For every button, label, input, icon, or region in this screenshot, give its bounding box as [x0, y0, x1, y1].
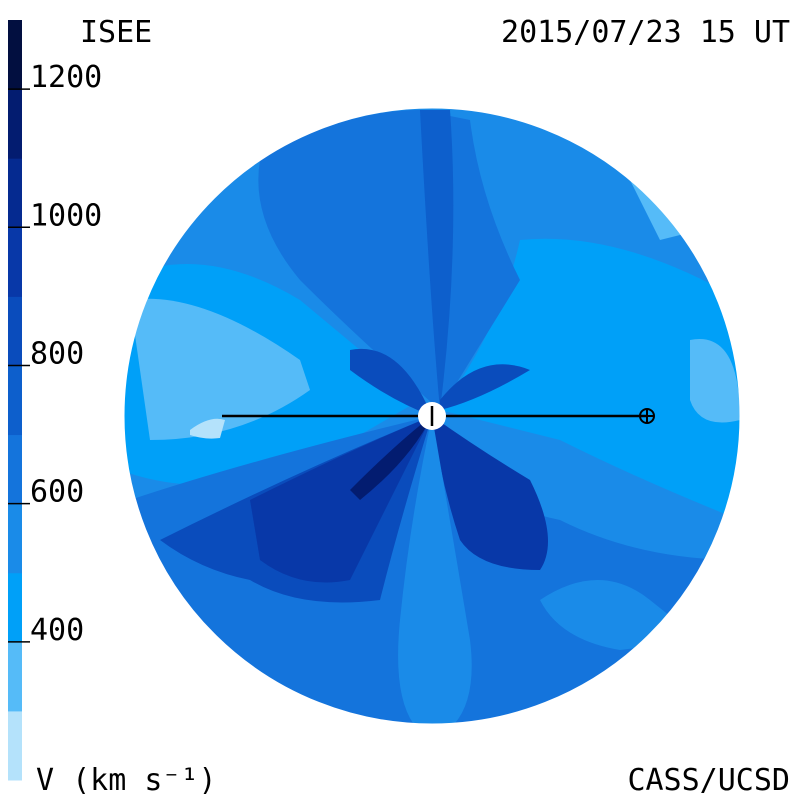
- colorbar-band: [8, 710, 22, 781]
- colorbar-band: [8, 641, 22, 712]
- colorbar-band: [8, 296, 22, 366]
- footer-right: CASS/UCSD: [627, 763, 790, 798]
- colorbar-tick-label: 1200: [30, 60, 102, 95]
- colorbar-band: [8, 572, 22, 643]
- colorbar-band: [8, 365, 22, 436]
- colorbar-band: [8, 503, 22, 574]
- header-left: ISEE: [80, 15, 152, 50]
- disk-edge: [123, 107, 741, 725]
- colorbar-tick-label: 400: [30, 613, 84, 648]
- colorbar-band: [8, 158, 22, 228]
- colorbar-band: [8, 434, 22, 505]
- header-right: 2015/07/23 15 UT: [501, 15, 790, 50]
- colorbar-band: [8, 20, 22, 90]
- colorbar-tick-label: 1000: [30, 198, 102, 233]
- colorbar-band: [8, 89, 22, 159]
- colorbar-tick-label: 800: [30, 336, 84, 371]
- colorbar: 400 600 800 1000 1200: [8, 20, 102, 781]
- colorbar-tick-label: 600: [30, 475, 84, 510]
- colorbar-band: [8, 227, 22, 297]
- colorbar-label: V (km s⁻¹): [36, 763, 217, 798]
- velocity-disk: [124, 108, 740, 724]
